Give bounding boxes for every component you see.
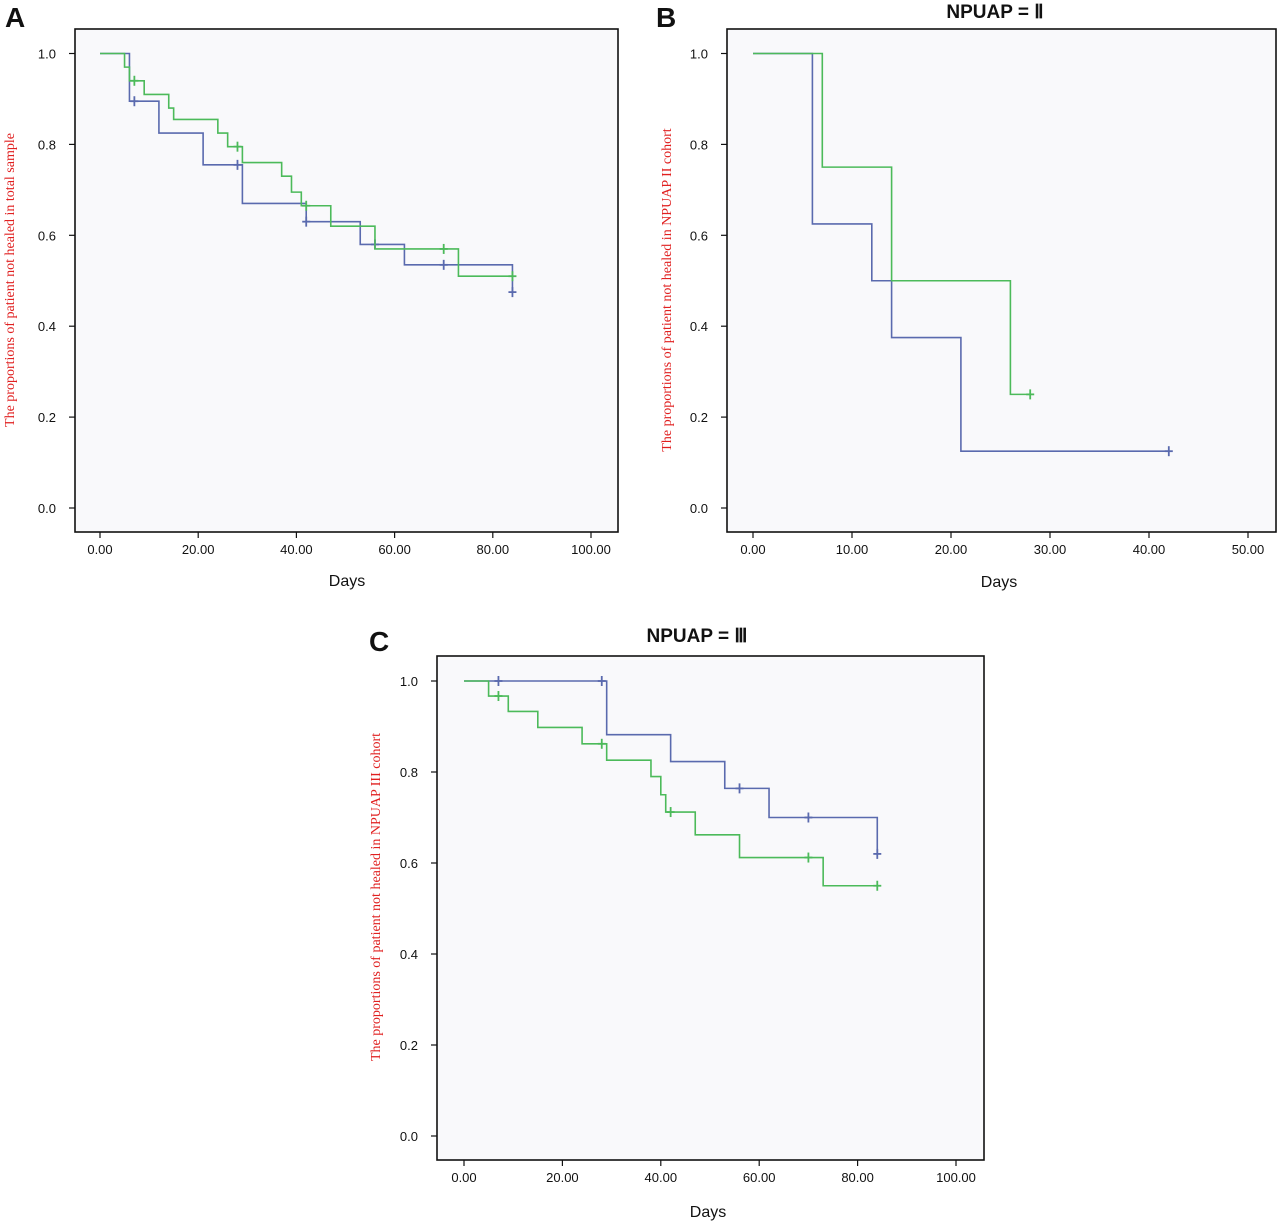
y-tick-label: 0.8 — [38, 137, 56, 152]
x-tick-label: 40.00 — [645, 1170, 678, 1185]
y-tick-label: 0.2 — [400, 1038, 418, 1053]
series-1-line — [100, 52, 514, 293]
x-tick-label: 0.00 — [740, 542, 765, 557]
y-tick-label: 1.0 — [38, 47, 56, 62]
y-tick-label: 0.8 — [690, 137, 708, 152]
y-tick-label: 0.0 — [400, 1129, 418, 1144]
x-tick-label: 20.00 — [935, 542, 968, 557]
y-tick-label: 0.6 — [690, 228, 708, 243]
x-tick-label: 0.00 — [451, 1170, 476, 1185]
chart-title: NPUAP = Ⅲ — [647, 626, 748, 647]
x-axis-label: Days — [981, 574, 1017, 591]
y-tick-label: 0.4 — [690, 319, 708, 334]
panel-label: B — [656, 2, 676, 33]
y-axis-label: The proportions of patient not healed in… — [660, 128, 675, 451]
panel-label: C — [369, 626, 389, 657]
x-tick-label: 0.00 — [87, 542, 112, 557]
y-axis-label: The proportions of patient not healed in… — [3, 133, 18, 427]
x-tick-label: 80.00 — [477, 542, 510, 557]
y-tick-label: 0.8 — [400, 765, 418, 780]
series-2-line — [753, 52, 1031, 396]
y-tick-label: 0.2 — [690, 410, 708, 425]
series-2-line — [464, 680, 878, 887]
x-tick-label: 100.00 — [936, 1170, 976, 1185]
y-tick-label: 0.4 — [38, 319, 56, 334]
chart-panel-b: B NPUAP = Ⅱ 0.00 10.00 20.00 30.00 40.00 50.00 0… — [656, 2, 1277, 591]
x-tick-label: 30.00 — [1034, 542, 1067, 557]
y-tick-label: 1.0 — [400, 674, 418, 689]
plot-area — [74, 28, 619, 533]
y-tick-label: 0.6 — [38, 228, 56, 243]
y-tick-label: 0.4 — [400, 947, 418, 962]
chart-title: NPUAP = Ⅱ — [946, 2, 1043, 23]
plot-area — [436, 655, 985, 1161]
y-tick-label: 0.0 — [690, 501, 708, 516]
x-tick-label: 60.00 — [378, 542, 411, 557]
x-axis-label: Days — [329, 573, 365, 590]
x-tick-label: 20.00 — [546, 1170, 579, 1185]
y-tick-label: 0.6 — [400, 856, 418, 871]
y-tick-label: 0.0 — [38, 501, 56, 516]
x-tick-label: 40.00 — [280, 542, 313, 557]
y-tick-label: 1.0 — [690, 47, 708, 62]
x-tick-label: 60.00 — [743, 1170, 776, 1185]
y-tick-label: 0.2 — [38, 410, 56, 425]
x-tick-label: 40.00 — [1133, 542, 1166, 557]
x-tick-label: 100.00 — [571, 542, 611, 557]
x-tick-label: 50.00 — [1232, 542, 1265, 557]
chart-panel-c: C NPUAP = Ⅲ 0.00 20.00 40.00 60.00 80.00 100.00… — [369, 626, 985, 1221]
chart-panel-a: A 0.00 20.00 40.00 60.00 80.00 100.00 0.0 0.2 0.4… — [3, 2, 619, 590]
x-tick-label: 80.00 — [841, 1170, 874, 1185]
x-axis-label: Days — [690, 1204, 726, 1221]
x-tick-label: 10.00 — [836, 542, 869, 557]
series-1-line — [753, 52, 1169, 452]
x-tick-label: 20.00 — [182, 542, 215, 557]
y-axis-label: The proportions of patient not healed in… — [369, 733, 384, 1061]
panel-label: A — [5, 2, 25, 33]
